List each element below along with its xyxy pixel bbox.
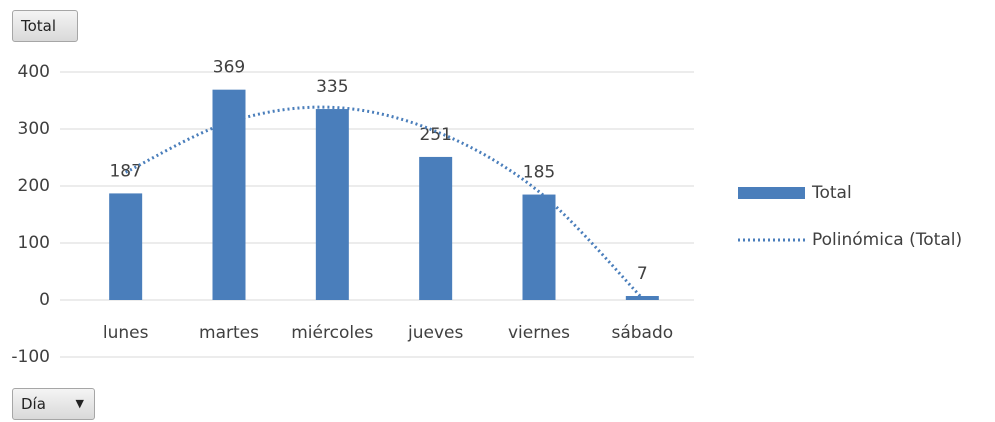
data-label: 369	[213, 58, 245, 78]
x-tick-label: miércoles	[291, 323, 373, 343]
data-label: 7	[637, 264, 648, 284]
x-tick-label: lunes	[103, 323, 149, 343]
bar	[315, 109, 349, 300]
data-label: 251	[419, 125, 451, 145]
data-label: 185	[523, 163, 555, 183]
y-tick-label: 200	[18, 176, 50, 196]
legend-swatch	[738, 187, 805, 199]
bar	[109, 193, 143, 300]
bar	[625, 296, 659, 300]
y-tick-label: 100	[18, 233, 50, 253]
legend-label: Total	[811, 183, 852, 203]
dropdown-arrow: ▼	[75, 397, 84, 410]
y-tick-label: 300	[18, 119, 50, 139]
bar	[419, 156, 453, 300]
x-tick-label: martes	[199, 323, 259, 343]
trendline	[125, 105, 644, 300]
category-field-button[interactable]: Día ▼	[12, 388, 95, 420]
x-tick-label: sábado	[611, 323, 673, 343]
y-tick-label: 0	[39, 290, 50, 310]
y-tick-label: -100	[11, 347, 50, 367]
category-field-label: Día	[21, 395, 46, 413]
bar	[522, 194, 556, 300]
x-tick-label: jueves	[407, 323, 463, 343]
series-field-button[interactable]: Total	[12, 10, 78, 42]
x-tick-label: viernes	[508, 323, 570, 343]
data-label: 335	[316, 77, 348, 97]
y-tick-label: 400	[18, 62, 50, 82]
legend-label: Polinómica (Total)	[812, 230, 962, 250]
bar	[212, 89, 246, 300]
